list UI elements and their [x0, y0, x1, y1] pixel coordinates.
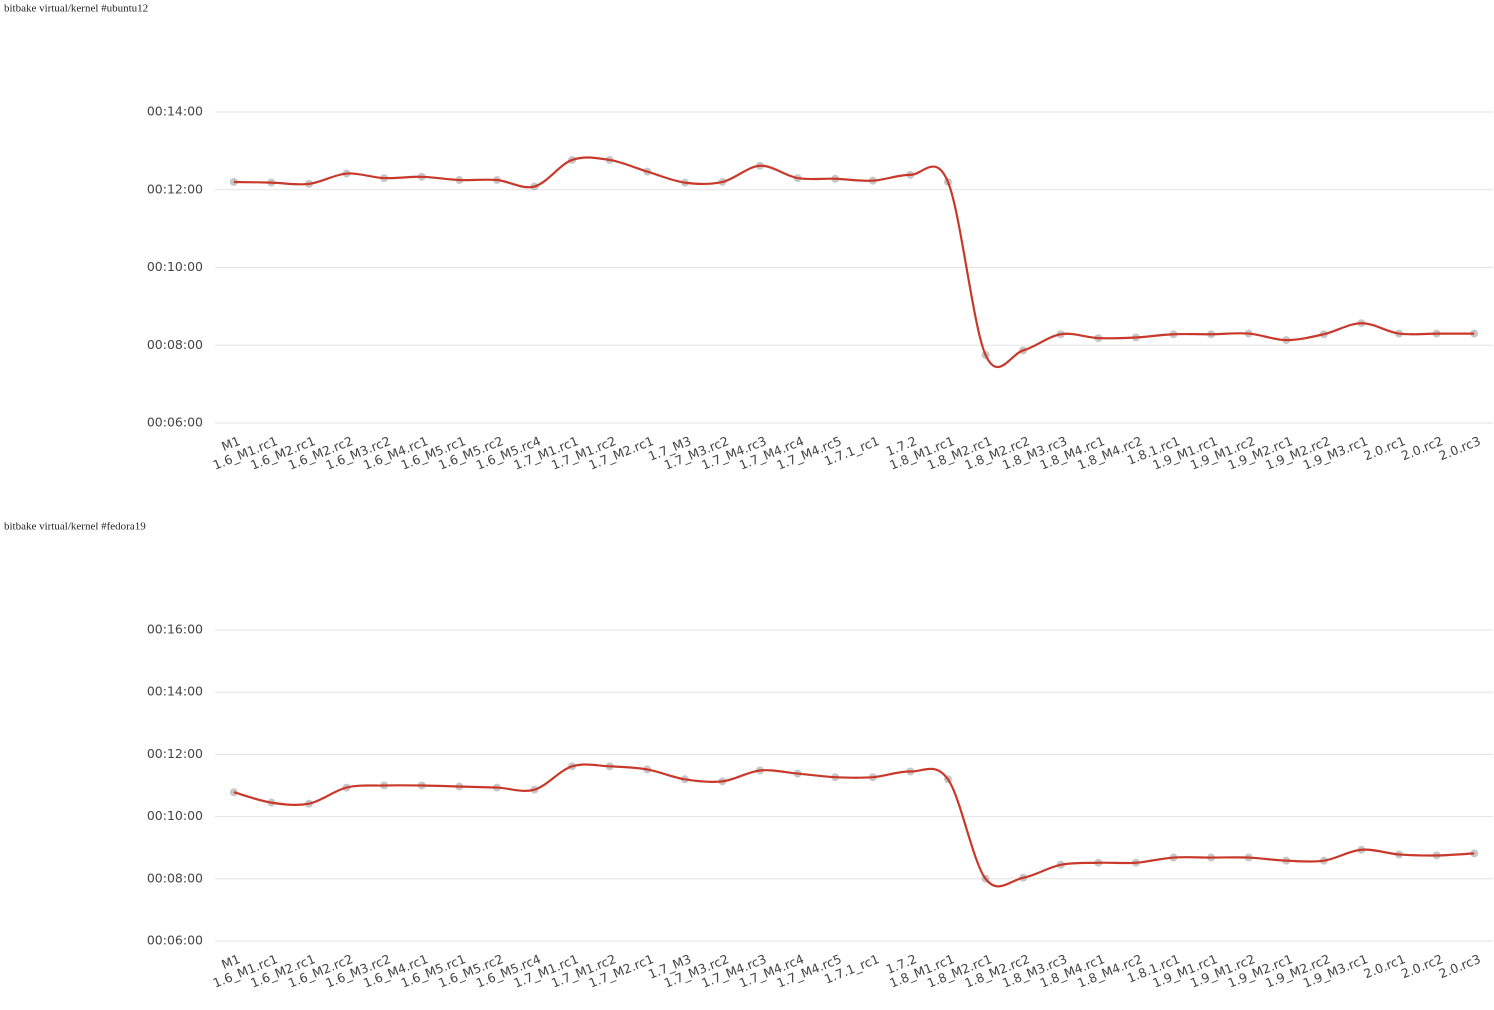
y-tick-label: 00:08:00 [147, 870, 203, 885]
x-tick-label: M1 [219, 951, 242, 972]
y-tick-label: 00:16:00 [147, 622, 203, 637]
y-tick-label: 00:14:00 [147, 104, 203, 119]
series-line [233, 763, 1475, 888]
x-tick-label: 2.0.rc3 [1437, 433, 1483, 463]
y-tick-label: 00:06:00 [147, 415, 203, 430]
y-tick-label: 00:10:00 [147, 808, 203, 823]
y-tick-label: 00:12:00 [147, 181, 203, 196]
y-tick-label: 00:14:00 [147, 684, 203, 699]
chart-title: bitbake virtual/kernel #ubuntu12 [4, 3, 148, 15]
y-tick-label: 00:12:00 [147, 746, 203, 761]
x-tick-label: M1 [219, 433, 242, 454]
x-tick-label: 2.0.rc3 [1437, 951, 1483, 981]
y-tick-label: 00:08:00 [147, 337, 203, 352]
series-line [233, 156, 1475, 369]
chart-title: bitbake virtual/kernel #fedora19 [4, 521, 146, 533]
y-tick-label: 00:10:00 [147, 259, 203, 274]
y-tick-label: 00:06:00 [147, 933, 203, 948]
